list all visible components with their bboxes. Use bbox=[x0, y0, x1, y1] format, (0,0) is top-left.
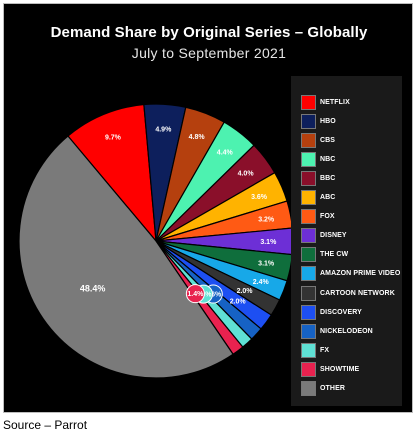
pie-chart: 9.7% 4.9% 4.8% 4.4% 4.0% 3.6% 3.2% 3.1% 3.1% 2.4%… bbox=[18, 103, 294, 379]
legend-label: FX bbox=[320, 346, 330, 354]
legend-swatch bbox=[301, 228, 316, 244]
legend-label: FOX bbox=[320, 213, 335, 221]
legend-label: OTHER bbox=[320, 385, 345, 392]
legend-label: BBC bbox=[320, 174, 336, 182]
chart-title: Demand Share by Original Series – Global… bbox=[50, 24, 368, 41]
legend-item-cbs: CBS bbox=[301, 132, 335, 148]
legend-item-amazon-prime-video: AMAZON PRIME VIDEO bbox=[301, 266, 400, 282]
legend-item-netflix: NETFLIX bbox=[301, 94, 350, 110]
data-label-the-cw: 3.1% bbox=[258, 261, 275, 268]
legend-label: CBS bbox=[320, 136, 336, 144]
legend-label: SHOWTIME bbox=[320, 365, 360, 373]
data-label-bbc: 4.0% bbox=[238, 171, 255, 178]
data-label-nbc: 4.4% bbox=[217, 150, 234, 157]
data-label-showtime: 1.4% bbox=[187, 291, 204, 298]
legend-item-other: OTHER bbox=[301, 381, 345, 397]
source-note: Source – Parrot bbox=[3, 418, 88, 432]
data-label-nickelodeon: 1.6% bbox=[205, 292, 222, 299]
legend-swatch bbox=[301, 266, 316, 282]
legend-label: DISCOVERY bbox=[320, 308, 362, 316]
data-label-other: 48.4% bbox=[80, 283, 106, 293]
legend-label: CARTOON NETWORK bbox=[320, 289, 395, 297]
legend-swatch bbox=[301, 209, 316, 225]
legend-item-hbo: HBO bbox=[301, 113, 336, 129]
legend-swatch bbox=[301, 170, 316, 186]
legend-swatch bbox=[301, 323, 316, 339]
legend-swatch bbox=[301, 190, 316, 205]
legend-label: NBC bbox=[320, 155, 336, 163]
label-bubble-showtime bbox=[185, 284, 205, 304]
pie-slice-netflix bbox=[67, 103, 157, 243]
data-label-abc: 3.6% bbox=[251, 194, 268, 201]
legend-item-nickelodeon: NICKELODEON bbox=[301, 323, 373, 339]
legend-swatch bbox=[301, 342, 316, 358]
legend-label: HBO bbox=[320, 117, 336, 125]
data-label-hbo: 4.9% bbox=[155, 126, 172, 133]
data-label-discovery: 2.0% bbox=[230, 299, 247, 306]
pie-slice-other bbox=[18, 135, 234, 379]
legend-swatch bbox=[301, 304, 316, 320]
data-label-disney: 3.1% bbox=[260, 239, 277, 246]
data-label-netflix: 9.7% bbox=[105, 135, 122, 142]
data-label-amazon-prime-video: 2.4% bbox=[253, 279, 270, 286]
legend-item-cartoon-network: CARTOON NETWORK bbox=[301, 285, 395, 301]
legend-item-the-cw: THE CW bbox=[301, 247, 348, 263]
legend-label: DISNEY bbox=[320, 232, 347, 240]
legend-label: ABC bbox=[320, 194, 336, 201]
legend-label: AMAZON PRIME VIDEO bbox=[320, 270, 401, 278]
data-label-fox: 3.2% bbox=[258, 217, 275, 224]
data-label-cbs: 4.8% bbox=[189, 134, 206, 141]
legend-item-discovery: DISCOVERY bbox=[301, 304, 362, 320]
legend-swatch bbox=[301, 94, 316, 110]
legend-swatch bbox=[301, 285, 316, 301]
legend-label: THE CW bbox=[320, 251, 349, 259]
legend: NETFLIX HBO CBS NBC BBC ABC FOX DISNEY THE CW AMA… bbox=[291, 76, 402, 406]
legend-swatch bbox=[301, 381, 316, 396]
legend-swatch bbox=[301, 113, 316, 129]
legend-item-showtime: SHOWTIME bbox=[301, 361, 359, 377]
legend-swatch bbox=[301, 361, 316, 377]
legend-label: NETFLIX bbox=[320, 98, 350, 106]
legend-swatch bbox=[301, 247, 316, 263]
legend-swatch bbox=[301, 151, 316, 167]
data-label-cartoon-network: 2.0% bbox=[237, 288, 254, 295]
legend-item-fx: FX bbox=[301, 342, 329, 358]
legend-item-abc: ABC bbox=[301, 190, 335, 206]
chart-subtitle: July to September 2021 bbox=[131, 45, 287, 61]
chart-panel: Demand Share by Original Series – Global… bbox=[3, 3, 413, 413]
legend-item-bbc: BBC bbox=[301, 170, 335, 186]
legend-swatch bbox=[301, 132, 316, 148]
legend-item-disney: DISNEY bbox=[301, 228, 347, 244]
legend-item-fox: FOX bbox=[301, 209, 335, 225]
legend-label: NICKELODEON bbox=[320, 327, 373, 335]
legend-item-nbc: NBC bbox=[301, 151, 335, 167]
